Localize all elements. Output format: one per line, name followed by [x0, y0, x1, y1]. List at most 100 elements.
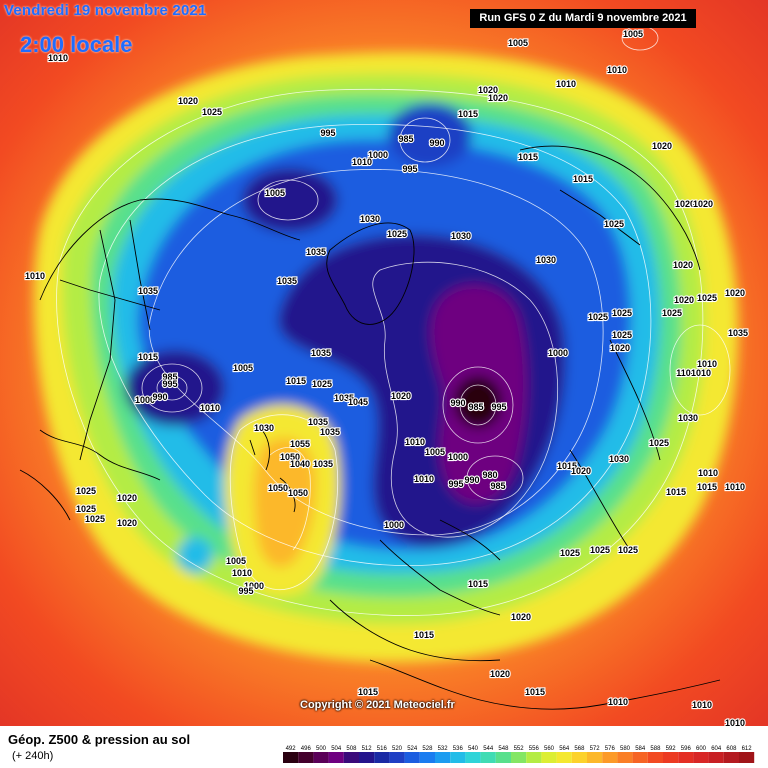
- isobar-label: 1015: [414, 630, 434, 640]
- isobar-line: [156, 375, 188, 401]
- scale-swatch: [617, 752, 633, 763]
- isobar-line: [257, 179, 319, 221]
- scale-swatch: [374, 752, 390, 763]
- scale-swatch: [419, 752, 435, 763]
- isobar-line: [148, 169, 604, 536]
- isobar-label: 1010: [692, 700, 712, 710]
- scale-swatch: [541, 752, 557, 763]
- scale-label: 572: [590, 746, 601, 752]
- scale-label: 568: [574, 746, 585, 752]
- scale-swatch: [465, 752, 481, 763]
- isobar-label: 1020: [610, 343, 630, 353]
- scale-label: 604: [711, 746, 722, 752]
- isobar-label: 1005: [233, 363, 253, 373]
- isobar-label: 1020: [652, 141, 672, 151]
- zone-low-aleutian: [242, 168, 338, 232]
- scale-label: 588: [650, 746, 661, 752]
- scale-label: 516: [377, 746, 388, 752]
- scale-swatch: [602, 752, 618, 763]
- isobar-label: 1025: [590, 545, 610, 555]
- isobar-label: 1020: [693, 199, 713, 209]
- isobar-label: 1050: [268, 483, 288, 493]
- scale-swatch: [678, 752, 694, 763]
- isobar-label: 995: [402, 164, 417, 174]
- copyright: Copyright © 2021 Meteociel.fr: [300, 699, 455, 711]
- scale-label: 512: [362, 746, 373, 752]
- isobar-label: 1010: [698, 468, 718, 478]
- scale-label: 540: [468, 746, 479, 752]
- isobar-label: 1025: [588, 312, 608, 322]
- isobar-label: 1035: [313, 459, 333, 469]
- isobar-label: 1020: [391, 391, 411, 401]
- scale-swatch: [571, 752, 587, 763]
- coastline-africa: [369, 659, 721, 710]
- isobar-label: 1055: [290, 439, 310, 449]
- isobar-label: 990: [429, 138, 444, 148]
- isobar-label: 1050: [288, 488, 308, 498]
- isobar-label: 1020: [490, 669, 510, 679]
- isobar-line: [399, 117, 451, 163]
- coastline-asia: [519, 145, 701, 551]
- isobar-label: 1010: [725, 482, 745, 492]
- scale-label: 532: [438, 746, 449, 752]
- scale-label: 584: [635, 746, 646, 752]
- scale-swatch: [389, 752, 405, 763]
- scale-label: 560: [544, 746, 555, 752]
- scale-label: 576: [605, 746, 616, 752]
- scale-label: 528: [422, 746, 433, 752]
- scale-swatch: [723, 752, 739, 763]
- isobar-label: 990: [464, 475, 479, 485]
- isobar-label: 1025: [312, 379, 332, 389]
- isobar-label: 1015: [358, 687, 378, 697]
- isobar-label: 995: [238, 586, 253, 596]
- scale-swatch: [495, 752, 511, 763]
- scale-swatch: [359, 752, 375, 763]
- isobar-label: 1000: [368, 150, 388, 160]
- isobar-label: 1025: [76, 504, 96, 514]
- isobar-label: 1100: [676, 368, 696, 378]
- scale-swatch: [450, 752, 466, 763]
- isobar-label: 985: [490, 481, 505, 491]
- scale-label: 504: [331, 746, 342, 752]
- scale-label: 500: [316, 746, 327, 752]
- isobar-label: 1035: [138, 286, 158, 296]
- isobar-label: 985: [468, 402, 483, 412]
- isobar-label: 1005: [226, 556, 246, 566]
- isobar-label: 1025: [618, 545, 638, 555]
- isobar-label: 1025: [697, 293, 717, 303]
- isobar-label: 1010: [352, 157, 372, 167]
- isobar-label: 995: [491, 402, 506, 412]
- isobar-label: 1000: [448, 452, 468, 462]
- isobar-label: 1000: [548, 348, 568, 358]
- scale-swatch: [328, 752, 344, 763]
- isobar-line: [442, 366, 514, 444]
- scale-swatch: [480, 752, 496, 763]
- isobar-label: 1030: [360, 214, 380, 224]
- isobar-label: 1025: [85, 514, 105, 524]
- zone-low-north: [388, 103, 472, 167]
- isobar-label: 1005: [425, 447, 445, 457]
- isobar-label: 1025: [202, 107, 222, 117]
- isobar-line: [141, 363, 203, 413]
- scale-label: 600: [696, 746, 707, 752]
- scale-label: 556: [529, 746, 540, 752]
- coastline-japan: [249, 429, 296, 513]
- isobar-label: 1015: [286, 376, 306, 386]
- isobar-label: 1020: [178, 96, 198, 106]
- legend-title: Géop. Z500 & pression au sol: [8, 732, 191, 747]
- scale-swatch: [435, 752, 451, 763]
- isobar-label: 1035: [334, 393, 354, 403]
- isobar-label: 985: [162, 372, 177, 382]
- isobar-label: 1030: [609, 454, 629, 464]
- isobar-label: 1005: [508, 38, 528, 48]
- scale-label: 580: [620, 746, 631, 752]
- scale-swatch: [313, 752, 329, 763]
- scale-swatch: [708, 752, 724, 763]
- isobar-label: 1050: [280, 452, 300, 462]
- isobar-label: 1020: [478, 85, 498, 95]
- isobar-label: 1010: [405, 437, 425, 447]
- isobar-label: 1045: [348, 397, 368, 407]
- scale-swatch: [404, 752, 420, 763]
